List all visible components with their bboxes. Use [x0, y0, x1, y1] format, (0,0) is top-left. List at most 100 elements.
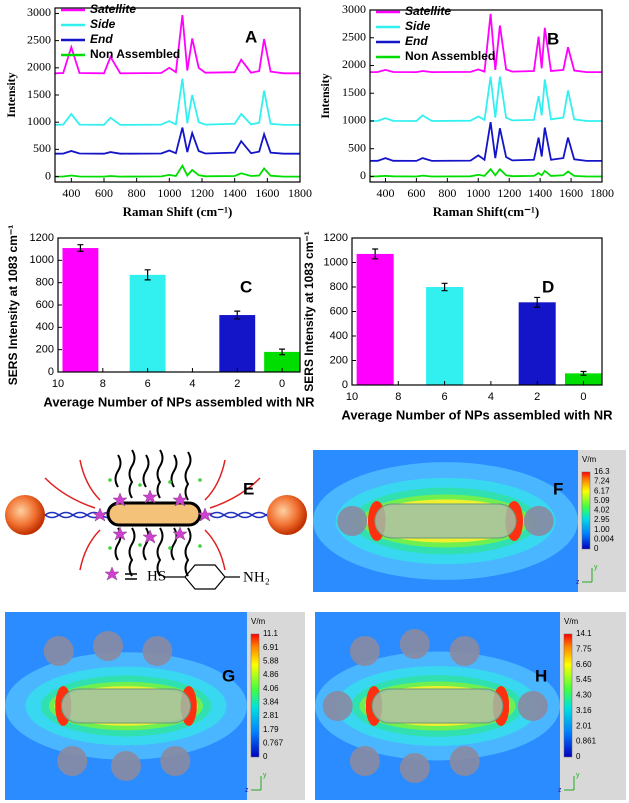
x-tick-label: 10	[52, 378, 64, 390]
spectrum-line	[54, 78, 300, 126]
panel-label: D	[542, 277, 554, 296]
x-tick-label: 1200	[497, 186, 521, 200]
colorbar-label: 0	[594, 544, 599, 553]
panel-label: B	[547, 29, 559, 48]
y-tick-label: 1200	[30, 232, 54, 244]
x-tick-label: 0	[580, 391, 586, 403]
y-tick-label: 1000	[342, 113, 366, 127]
y-tick-label: 0	[45, 168, 51, 182]
x-tick-label: 1800	[590, 186, 614, 200]
axis-side-label: z	[558, 787, 562, 794]
nanoparticle	[399, 629, 430, 659]
y-tick-label: 500	[33, 141, 51, 155]
colorbar-label: 2.95	[594, 515, 610, 524]
colorbar-label: 6.17	[594, 486, 610, 495]
y-tick-label: 600	[330, 305, 348, 317]
colorbar-label: 16.3	[594, 467, 610, 476]
panel-label: E	[243, 479, 254, 498]
x-tick-label: 1200	[190, 186, 214, 200]
plot-frame	[369, 9, 603, 183]
axis-up-label: y	[576, 772, 580, 779]
y-tick-label: 0	[342, 379, 348, 391]
x-tick-label: 600	[95, 186, 113, 200]
colorbar-label: 11.1	[263, 629, 279, 638]
x-tick-label: 8	[100, 378, 106, 390]
legend-label: Satellite	[90, 2, 136, 16]
x-tick-label: 4	[189, 378, 195, 390]
colorbar-label: 7.24	[594, 477, 610, 486]
colorbar-unit: V/m	[582, 455, 597, 464]
bar	[129, 274, 166, 372]
spectrum-line	[369, 121, 602, 162]
error-bar	[77, 244, 84, 252]
y-tick-label: 1500	[342, 85, 366, 99]
colorbar-label: 4.86	[263, 670, 279, 679]
colorbar	[581, 471, 591, 550]
spectrum-line	[54, 163, 300, 178]
y-tick-label: 1000	[324, 256, 348, 268]
nanoparticle	[449, 636, 480, 666]
x-tick-label: 1600	[559, 186, 583, 200]
axis-up-label: y	[263, 772, 267, 779]
panel-label: C	[240, 277, 252, 296]
legend-label: Side	[90, 17, 116, 31]
nanoparticle	[57, 746, 88, 776]
ligand-left: HS	[147, 568, 166, 584]
x-axis-label: Raman Shift (cm⁻¹)	[123, 204, 233, 219]
legend-label: End	[405, 34, 428, 48]
bar	[426, 287, 464, 385]
axis-side-label: z	[245, 787, 249, 794]
colorbar-label: 7.75	[576, 644, 592, 653]
x-tick-label: 10	[346, 391, 358, 403]
colorbar-label: 0.767	[263, 738, 284, 747]
x-axis-label: Average Number of NPs assembled with NR	[43, 394, 315, 409]
y-tick-label: 2000	[342, 57, 366, 71]
bar	[264, 351, 300, 372]
nanorod	[371, 688, 504, 724]
nanoparticle	[449, 746, 480, 776]
spectrum-line	[54, 127, 300, 155]
error-bar	[534, 296, 541, 308]
legend-label: Side	[405, 19, 431, 33]
axis-triad	[251, 776, 262, 791]
nanoparticle	[337, 506, 368, 536]
panel-label: F	[553, 479, 563, 498]
y-tick-label: 0	[48, 366, 54, 378]
panel-label: A	[245, 27, 257, 46]
colorbar-label: 4.06	[263, 684, 279, 693]
y-tick-label: 200	[330, 354, 348, 366]
x-tick-label: 0	[279, 378, 285, 390]
error-bar	[144, 269, 151, 281]
nanoparticle	[322, 691, 353, 721]
y-axis-label: SERS Intensity at 1083 cm⁻¹	[6, 225, 20, 385]
colorbar-unit: V/m	[564, 617, 579, 626]
colorbar-label: 0	[263, 752, 268, 761]
nanoparticle	[523, 506, 554, 536]
y-tick-label: 600	[36, 299, 54, 311]
x-tick-label: 400	[62, 186, 80, 200]
x-tick-label: 1400	[528, 186, 552, 200]
colorbar-label: 1.00	[594, 525, 610, 534]
colorbar-label: 1.79	[263, 725, 279, 734]
x-tick-label: 600	[407, 186, 425, 200]
x-tick-label: 8	[395, 391, 401, 403]
x-tick-label: 400	[376, 186, 394, 200]
colorbar-label: 2.81	[263, 711, 279, 720]
x-tick-label: 800	[128, 186, 146, 200]
spectrum-line	[54, 14, 300, 75]
nanoparticle	[517, 691, 548, 721]
x-tick-label: 1000	[157, 186, 181, 200]
x-axis-label: Raman Shift(cm⁻¹)	[433, 204, 539, 219]
colorbar-label: 6.60	[576, 660, 592, 669]
nanoparticle	[111, 751, 141, 781]
spectrum-line	[369, 167, 602, 178]
legend-label: End	[90, 32, 113, 46]
y-axis-label: SERS Intensity at 1083 cm⁻¹	[302, 231, 316, 391]
colorbar-label: 0	[576, 752, 581, 761]
x-tick-label: 6	[145, 378, 151, 390]
colorbar-label: 3.84	[263, 697, 279, 706]
spectrum-line	[369, 76, 602, 122]
y-axis-label: Intensity	[4, 72, 18, 117]
